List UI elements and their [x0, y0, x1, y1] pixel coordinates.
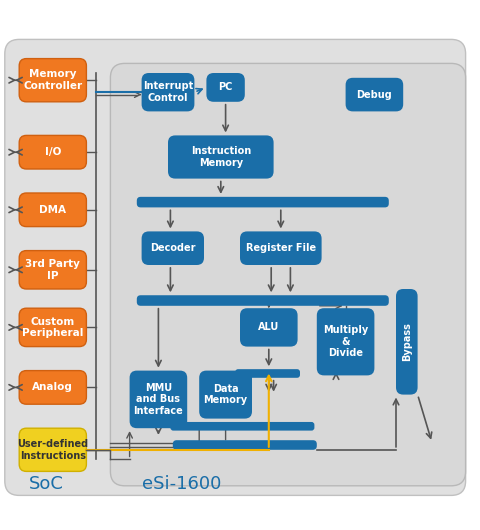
FancyBboxPatch shape	[19, 59, 86, 102]
Text: 3rd Party
IP: 3rd Party IP	[25, 259, 80, 280]
Text: Decoder: Decoder	[150, 243, 195, 253]
FancyBboxPatch shape	[396, 289, 418, 395]
Text: eSi-1600: eSi-1600	[142, 475, 221, 493]
Text: ALU: ALU	[258, 322, 279, 332]
FancyBboxPatch shape	[170, 422, 314, 430]
Text: SoC: SoC	[29, 475, 64, 493]
Text: Custom
Peripheral: Custom Peripheral	[22, 316, 84, 338]
FancyBboxPatch shape	[130, 370, 187, 428]
Text: Memory
Controller: Memory Controller	[23, 69, 83, 91]
FancyBboxPatch shape	[19, 428, 86, 471]
FancyBboxPatch shape	[5, 39, 466, 496]
Text: Analog: Analog	[32, 383, 73, 392]
FancyBboxPatch shape	[199, 370, 252, 419]
FancyBboxPatch shape	[19, 308, 86, 347]
FancyBboxPatch shape	[19, 135, 86, 169]
Text: Instruction
Memory: Instruction Memory	[191, 146, 251, 168]
Text: Register File: Register File	[246, 243, 316, 253]
FancyBboxPatch shape	[346, 78, 403, 111]
Text: Bypass: Bypass	[402, 322, 412, 361]
FancyBboxPatch shape	[206, 73, 245, 102]
Text: Data
Memory: Data Memory	[204, 384, 248, 405]
FancyBboxPatch shape	[235, 369, 300, 378]
FancyBboxPatch shape	[240, 232, 322, 265]
FancyBboxPatch shape	[137, 197, 389, 207]
FancyBboxPatch shape	[142, 73, 194, 111]
Text: I/O: I/O	[45, 147, 61, 157]
Text: User-defined
Instructions: User-defined Instructions	[17, 439, 88, 461]
FancyBboxPatch shape	[19, 193, 86, 227]
FancyBboxPatch shape	[110, 64, 466, 486]
FancyBboxPatch shape	[142, 232, 204, 265]
Text: Multiply
&
Divide: Multiply & Divide	[323, 325, 368, 358]
Text: MMU
and Bus
Interface: MMU and Bus Interface	[133, 383, 183, 416]
FancyBboxPatch shape	[240, 308, 298, 347]
Text: Interrupt
Control: Interrupt Control	[143, 82, 193, 103]
FancyBboxPatch shape	[173, 440, 317, 450]
FancyBboxPatch shape	[19, 251, 86, 289]
FancyBboxPatch shape	[19, 370, 86, 404]
Text: Debug: Debug	[357, 90, 392, 100]
FancyBboxPatch shape	[317, 308, 374, 375]
FancyBboxPatch shape	[137, 295, 389, 306]
Text: DMA: DMA	[39, 205, 66, 215]
Text: PC: PC	[218, 82, 233, 92]
FancyBboxPatch shape	[168, 135, 274, 179]
